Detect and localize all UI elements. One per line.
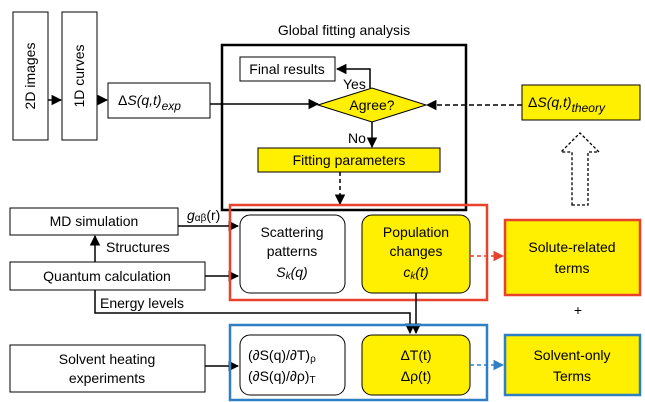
solvent-terms-line1: Solvent-only [533,347,610,363]
experiment-box [107,82,211,119]
solvent-box [9,344,206,393]
scattering-symbol: Sk(q) [276,264,307,282]
argument: (t) [415,264,428,280]
md-label: MD simulation [50,213,139,229]
solvent-frame [228,323,489,402]
fitting-frame [220,43,468,212]
theory-label: ΔS(q,t)theory [528,94,606,115]
subscript: k [410,271,416,282]
argument: (q) [291,264,308,280]
parameters-label: Fitting parameters [293,152,406,168]
quantum-label: Quantum calculation [43,268,171,284]
curves-label: 1D curves [71,44,87,107]
quantum-box [9,261,206,291]
main: (∂S(q)/∂T) [248,347,310,363]
subscript: theory [572,101,606,115]
population-line2: changes [390,243,443,259]
derivatives-box [239,334,346,396]
no-label: No [348,130,366,146]
solvent-param: ΔT(t) [400,347,431,363]
final-label: Final results [249,61,324,77]
plus: + [574,302,582,318]
scattering-box [239,214,346,294]
md-output: gαβ(r) [187,207,220,224]
solute-frame [228,203,489,302]
title: Global fitting analysis [278,22,410,38]
hollow-arrow [559,132,601,206]
final-box [239,56,336,82]
arrow [335,63,371,88]
derivative-2: (∂S(q)/∂ρ)T [248,368,316,386]
solute-terms-box [503,218,642,297]
solute-terms-line2: terms [555,260,590,276]
scattering-line1: Scattering [260,224,323,240]
images-box [12,11,49,141]
curves-box [61,11,98,141]
derivative-1: (∂S(q)/∂T)ρ [248,347,316,365]
decision-label: Agree? [349,97,394,113]
solvent-terms-box [503,333,642,397]
argument: (r) [206,207,220,223]
solvent-line1: Solvent heating [59,351,156,367]
yes-label: Yes [343,76,366,92]
solvent-param: Δρ(t) [401,368,432,384]
population-line1: Population [383,224,449,240]
delta: Δ [528,94,537,110]
solute-terms-line1: Solute-related [528,239,615,255]
population-symbol: ck(t) [403,264,428,282]
experiment-label: ΔS(q,t)exp [118,92,181,113]
solvent-params-box [361,334,471,396]
main: (∂S(q)/∂ρ) [248,368,309,384]
symbol: S [276,264,286,280]
subscript: αβ [195,213,207,224]
arrow [94,290,416,335]
theory-box [521,84,641,121]
solvent-line2: experiments [69,370,145,386]
subscript: k [286,271,292,282]
scattering-line2: patterns [267,243,318,259]
symbol: g [187,207,195,223]
delta: Δ [118,92,127,108]
images-label: 2D images [22,43,38,110]
parameters-box [257,147,441,173]
symbol: c [403,264,410,280]
subscript: ρ [310,354,316,365]
symbol: S(q,t) [537,94,571,110]
subscript: exp [162,99,182,113]
structures-label: Structures [106,239,170,255]
energy-label: Energy levels [100,295,184,311]
symbol: S(q,t) [127,92,161,108]
solvent-terms-line2: Terms [553,368,591,384]
subscript: T [309,375,315,386]
